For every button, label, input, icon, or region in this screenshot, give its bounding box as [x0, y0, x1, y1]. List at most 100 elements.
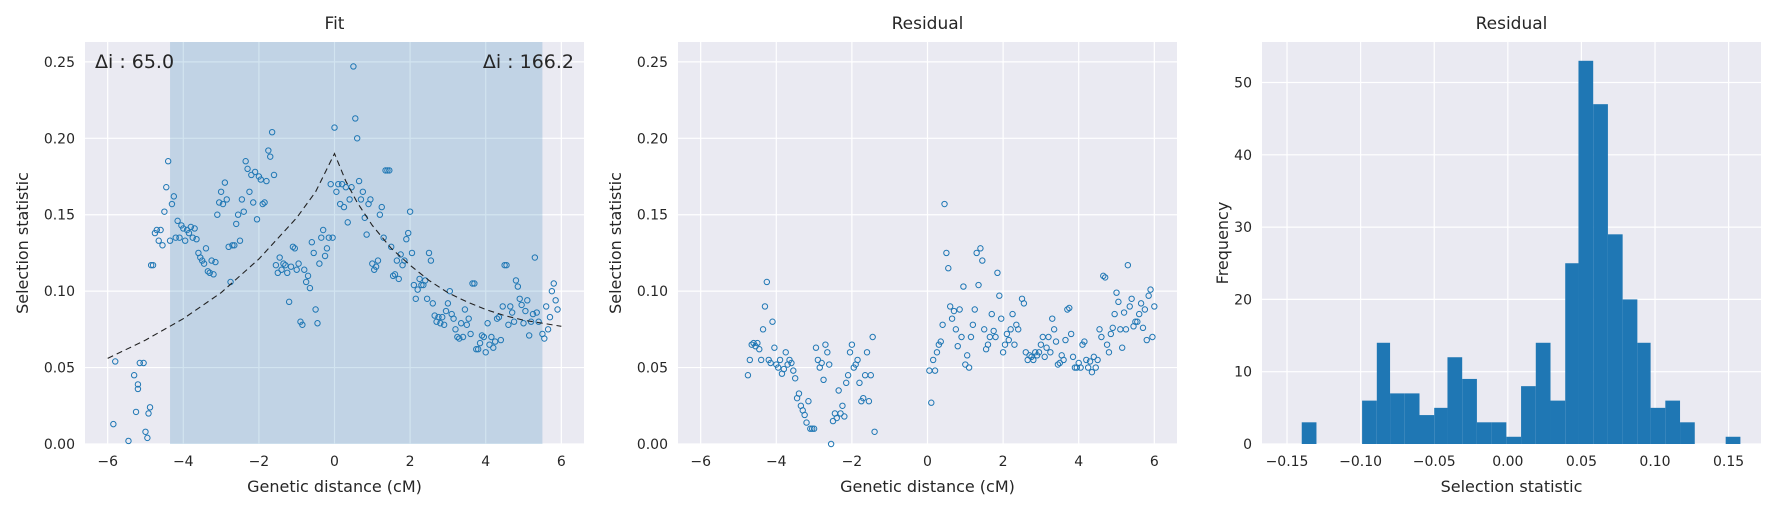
fit-point [185, 229, 193, 237]
fit-point [125, 437, 132, 445]
fit-point [450, 315, 457, 322]
residual-point [803, 419, 810, 426]
fit-point [520, 320, 527, 327]
residual-point [1105, 349, 1113, 356]
fit-point [497, 336, 505, 344]
residual-point [958, 333, 965, 341]
residual-point [1020, 300, 1028, 307]
fit-point [544, 326, 552, 333]
histogram-bar [1565, 263, 1579, 444]
fit-point [389, 272, 397, 280]
fit-point [236, 237, 244, 244]
residual-point [1096, 326, 1103, 333]
fit-point [388, 243, 395, 251]
residual-point [1060, 356, 1067, 364]
fit-y-tick-label: 0.20 [44, 131, 75, 147]
histogram-bar [1404, 393, 1420, 444]
fit-point [486, 341, 493, 348]
fit-point [244, 165, 251, 173]
fit-point [457, 320, 465, 327]
residual-point [994, 269, 1001, 277]
residual-point [807, 425, 814, 432]
fit-point [318, 234, 325, 241]
residual-point [1066, 304, 1073, 312]
fit-point [295, 260, 302, 267]
residual-point [1064, 306, 1071, 313]
residual-point [1005, 336, 1012, 344]
fit-point [191, 225, 198, 232]
residual-x-tick-label: 4 [1074, 454, 1083, 470]
fit-point [308, 239, 316, 246]
fit-point [412, 295, 419, 302]
residual-point [981, 326, 988, 333]
fit-point [431, 312, 438, 319]
residual-point [867, 372, 874, 379]
residual-point [754, 339, 761, 347]
histogram-x-tick-label: 0.05 [1566, 454, 1597, 470]
residual-point [791, 375, 799, 382]
fit-point [554, 306, 561, 313]
fit-point [206, 269, 213, 277]
residual-point [1035, 349, 1043, 356]
fit-point [476, 339, 484, 347]
fit-point [414, 286, 421, 293]
fit-point [246, 188, 253, 195]
fit-y-tick-label: 0.25 [44, 55, 75, 71]
fit-point [146, 404, 154, 411]
residual-points [744, 200, 1158, 448]
fit-point [386, 167, 393, 174]
fit-point [110, 420, 117, 428]
residual-point [962, 361, 969, 368]
residual-point [996, 292, 1003, 299]
fit-shaded-region [170, 42, 543, 444]
fit-point [272, 261, 280, 269]
residual-point [1092, 364, 1099, 371]
fit-point [344, 219, 351, 226]
fit-point [217, 188, 225, 195]
fit-point [359, 188, 367, 195]
fit-y-ticks: 0.00 0.05 0.10 0.15 0.20 0.25 [44, 55, 75, 453]
fit-point [267, 153, 274, 160]
fit-point [172, 234, 179, 241]
residual-point [801, 411, 808, 419]
fit-x-tick-label: −6 [97, 454, 118, 470]
residual-point [1041, 353, 1048, 361]
fit-point [242, 158, 249, 165]
residual-point [757, 356, 765, 364]
fit-point [319, 226, 327, 234]
fit-point [250, 199, 257, 206]
fit-point [263, 177, 270, 185]
residual-y-tick-label: 0.00 [637, 437, 668, 453]
residual-point [1137, 300, 1145, 307]
fit-point [312, 306, 319, 313]
fit-point [157, 226, 164, 234]
fit-point [408, 249, 416, 257]
residual-point [1001, 341, 1009, 348]
fit-point [210, 271, 217, 278]
fit-point [142, 428, 149, 435]
fit-point [465, 315, 472, 322]
histogram-bar [1650, 407, 1666, 444]
residual-y-tick-label: 0.05 [637, 361, 668, 377]
residual-point [977, 245, 984, 252]
fit-x-tick-label: 4 [481, 454, 490, 470]
fit-point [331, 124, 338, 131]
residual-point [1111, 310, 1118, 318]
histogram-y-tick-label: 0 [1243, 437, 1252, 453]
fit-point [181, 237, 189, 244]
histogram-y-tick-label: 30 [1234, 220, 1252, 236]
residual-point [998, 315, 1005, 322]
fit-point [393, 257, 401, 264]
histogram-bar [1593, 104, 1608, 444]
residual-point [990, 327, 997, 335]
fit-point [216, 199, 223, 206]
fit-point [231, 242, 238, 249]
histogram-bar [1535, 342, 1551, 444]
residual-point [767, 359, 774, 367]
fit-point [234, 211, 242, 218]
histogram-bar [1665, 400, 1681, 444]
fit-point [159, 242, 166, 249]
fit-point [550, 280, 557, 287]
residual-point [1084, 364, 1092, 371]
fit-point [401, 257, 408, 264]
